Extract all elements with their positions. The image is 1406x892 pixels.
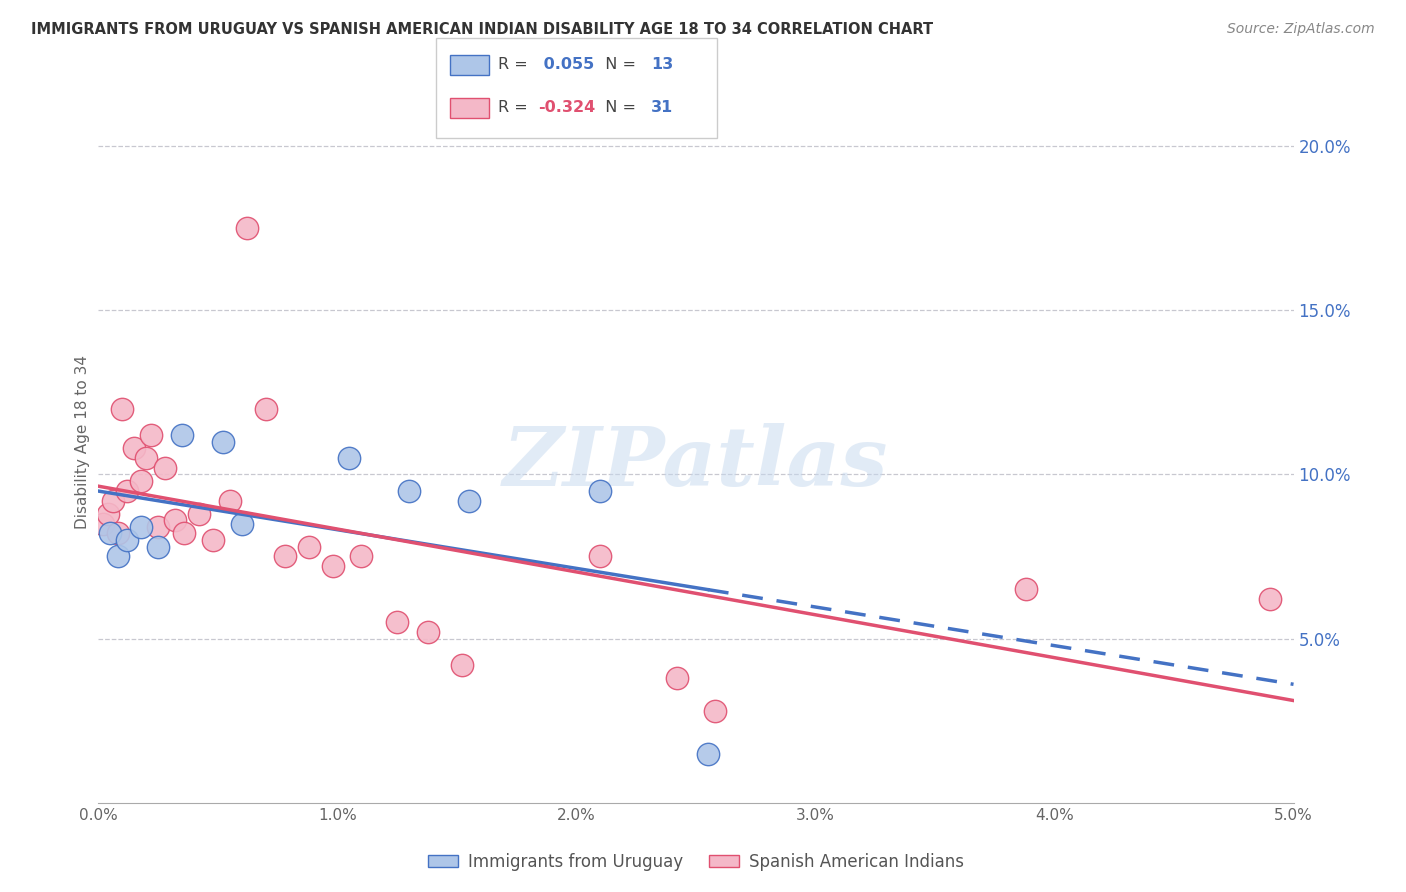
Text: IMMIGRANTS FROM URUGUAY VS SPANISH AMERICAN INDIAN DISABILITY AGE 18 TO 34 CORRE: IMMIGRANTS FROM URUGUAY VS SPANISH AMERI… — [31, 22, 934, 37]
Point — [98, 526, 122, 541]
Point — [274, 549, 297, 564]
Point — [131, 520, 153, 534]
Point — [1015, 582, 1038, 597]
Point — [124, 441, 146, 455]
Point — [111, 401, 134, 416]
Point — [398, 483, 420, 498]
Point — [235, 221, 257, 235]
Point — [187, 507, 209, 521]
Text: -0.324: -0.324 — [538, 100, 596, 114]
Point — [97, 507, 120, 521]
Point — [139, 428, 162, 442]
Point — [148, 520, 170, 534]
Point — [115, 533, 138, 547]
Point — [418, 625, 440, 640]
Point — [219, 493, 242, 508]
Text: Source: ZipAtlas.com: Source: ZipAtlas.com — [1227, 22, 1375, 37]
Point — [589, 483, 612, 498]
Point — [155, 460, 177, 475]
Point — [385, 615, 409, 630]
Point — [91, 516, 114, 531]
Point — [350, 549, 373, 564]
Point — [131, 474, 153, 488]
Point — [107, 549, 129, 564]
Point — [322, 559, 344, 574]
Point — [665, 671, 688, 685]
Point — [339, 450, 361, 465]
Point — [589, 549, 612, 564]
Point — [135, 450, 157, 465]
Point — [231, 516, 253, 531]
Point — [202, 533, 225, 547]
Text: 0.055: 0.055 — [538, 57, 595, 71]
Text: R =: R = — [498, 100, 533, 114]
Point — [1258, 592, 1281, 607]
Text: R =: R = — [498, 57, 533, 71]
Point — [697, 747, 720, 761]
Point — [107, 526, 129, 541]
Point — [148, 540, 170, 554]
Point — [458, 493, 481, 508]
Point — [173, 526, 195, 541]
Text: ZIPatlas: ZIPatlas — [503, 423, 889, 503]
Point — [450, 657, 472, 672]
Point — [298, 540, 321, 554]
Text: N =: N = — [595, 57, 641, 71]
Point — [704, 704, 727, 718]
Point — [211, 434, 233, 449]
Y-axis label: Disability Age 18 to 34: Disability Age 18 to 34 — [75, 354, 90, 529]
Point — [163, 513, 186, 527]
Text: N =: N = — [595, 100, 641, 114]
Legend: Immigrants from Uruguay, Spanish American Indians: Immigrants from Uruguay, Spanish America… — [422, 847, 970, 878]
Point — [115, 483, 138, 498]
Point — [254, 401, 277, 416]
Point — [101, 493, 124, 508]
Text: 31: 31 — [651, 100, 673, 114]
Text: 13: 13 — [651, 57, 673, 71]
Point — [172, 428, 194, 442]
